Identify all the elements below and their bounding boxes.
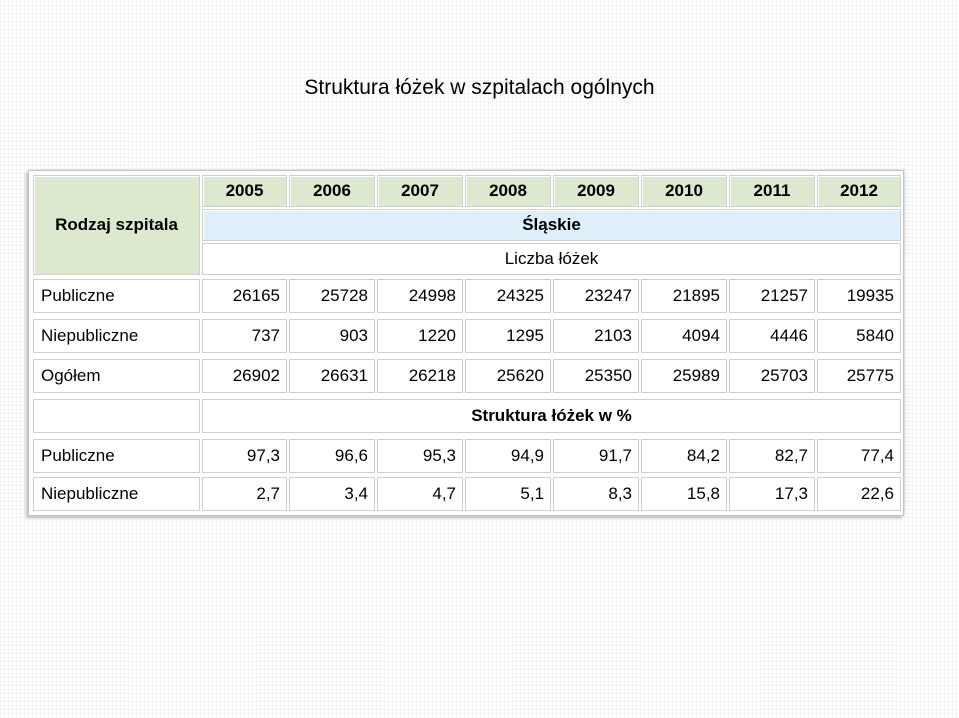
- year-header: 2011: [729, 175, 815, 207]
- row-label: Publiczne: [33, 279, 200, 313]
- table-cell: 25775: [817, 359, 901, 393]
- table-cell: 2,7: [202, 477, 287, 511]
- table-cell: 25728: [289, 279, 375, 313]
- table-cell: 25703: [729, 359, 815, 393]
- table-cell: 25620: [465, 359, 551, 393]
- table-cell: 1295: [465, 319, 551, 353]
- table-cell: 21257: [729, 279, 815, 313]
- row-label: Ogółem: [33, 359, 200, 393]
- table-cell: 23247: [553, 279, 639, 313]
- table-cell: 25350: [553, 359, 639, 393]
- table-cell: 4446: [729, 319, 815, 353]
- year-header: 2012: [817, 175, 901, 207]
- table-cell: 25989: [641, 359, 727, 393]
- table-cell: 21895: [641, 279, 727, 313]
- table-cell: 5,1: [465, 477, 551, 511]
- table-cell: 97,3: [202, 439, 287, 473]
- table-cell: 26631: [289, 359, 375, 393]
- table-cell: 24998: [377, 279, 463, 313]
- year-header: 2010: [641, 175, 727, 207]
- section-beds-header: Liczba łóżek: [202, 243, 901, 275]
- table-cell: 26902: [202, 359, 287, 393]
- row-label: Niepubliczne: [33, 319, 200, 353]
- row-label: Niepubliczne: [33, 477, 200, 511]
- beds-table: Rodzaj szpitala 2005 2006 2007 2008 2009…: [28, 170, 904, 516]
- table-cell: 96,6: [289, 439, 375, 473]
- table-cell: 4,7: [377, 477, 463, 511]
- table-cell: 91,7: [553, 439, 639, 473]
- table-cell: 3,4: [289, 477, 375, 511]
- table-cell: 26165: [202, 279, 287, 313]
- year-header: 2005: [202, 175, 287, 207]
- table-cell: 77,4: [817, 439, 901, 473]
- page-title: Struktura łóżek w szpitalach ogólnych: [304, 76, 655, 99]
- row-header-cell: Rodzaj szpitala: [33, 175, 200, 275]
- section-percent-header: Struktura łóżek w %: [202, 399, 901, 433]
- table-cell: 22,6: [817, 477, 901, 511]
- year-header: 2008: [465, 175, 551, 207]
- table-cell: 15,8: [641, 477, 727, 511]
- table-cell: 4094: [641, 319, 727, 353]
- table-cell: 26218: [377, 359, 463, 393]
- table-cell: 82,7: [729, 439, 815, 473]
- table-cell: 95,3: [377, 439, 463, 473]
- table-cell: 1220: [377, 319, 463, 353]
- year-header: 2007: [377, 175, 463, 207]
- row-label: Publiczne: [33, 439, 200, 473]
- table-cell: 94,9: [465, 439, 551, 473]
- table-cell: 903: [289, 319, 375, 353]
- table-cell: 84,2: [641, 439, 727, 473]
- table-cell: 17,3: [729, 477, 815, 511]
- region-header: Śląskie: [202, 209, 901, 241]
- table-cell: 24325: [465, 279, 551, 313]
- year-header: 2006: [289, 175, 375, 207]
- table-cell: 19935: [817, 279, 901, 313]
- table-cell: 2103: [553, 319, 639, 353]
- table-cell: 5840: [817, 319, 901, 353]
- table-cell: 8,3: [553, 477, 639, 511]
- empty-cell: [33, 399, 200, 433]
- year-header: 2009: [553, 175, 639, 207]
- table-cell: 737: [202, 319, 287, 353]
